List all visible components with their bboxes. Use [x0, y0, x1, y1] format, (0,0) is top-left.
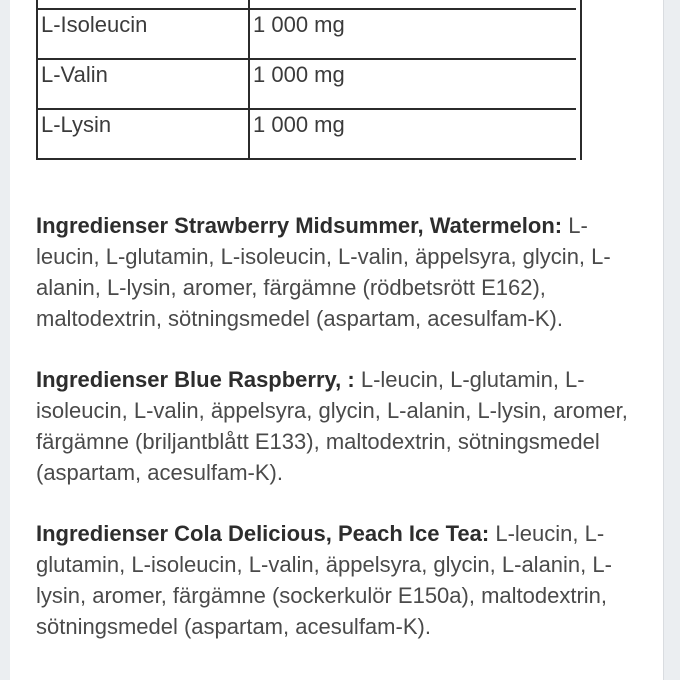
ingredients-text: L-leucin, L-glutamin, L-isoleucin, L-val… [36, 213, 611, 331]
ingredients-heading: Ingredienser Strawberry Midsummer, Water… [36, 213, 563, 238]
nutrient-name-cell: L-Lysin [38, 110, 250, 160]
ingredients-section: Ingredienser Strawberry Midsummer, Water… [36, 210, 644, 334]
nutrient-name-cell: L-Valin [38, 60, 250, 110]
ingredients-list: Ingredienser Strawberry Midsummer, Water… [36, 210, 644, 642]
nutrient-amount-cell: 1 000 mg [250, 10, 576, 60]
nutrient-name-cell [38, 0, 250, 10]
ingredients-text: L-leucin, L-glutamin, L-isoleucin, L-val… [36, 367, 628, 485]
ingredients-heading: Ingredienser Blue Raspberry, : [36, 367, 355, 392]
ingredients-section: Ingredienser Blue Raspberry, : L-leucin,… [36, 364, 644, 488]
page-content: L-Isoleucin 1 000 mg L-Valin 1 000 mg L-… [10, 0, 663, 680]
nutrient-name-cell: L-Isoleucin [38, 10, 250, 60]
nutrient-amount-cell [250, 0, 576, 10]
nutrient-amount-cell: 1 000 mg [250, 60, 576, 110]
nutrition-table: L-Isoleucin 1 000 mg L-Valin 1 000 mg L-… [36, 0, 582, 160]
ingredients-heading: Ingredienser Cola Delicious, Peach Ice T… [36, 521, 490, 546]
nutrient-amount-cell: 1 000 mg [250, 110, 576, 160]
ingredients-section: Ingredienser Cola Delicious, Peach Ice T… [36, 518, 644, 642]
ingredients-text: L-leucin, L-glutamin, L-isoleucin, L-val… [36, 521, 612, 639]
page-right-gutter [663, 0, 680, 680]
